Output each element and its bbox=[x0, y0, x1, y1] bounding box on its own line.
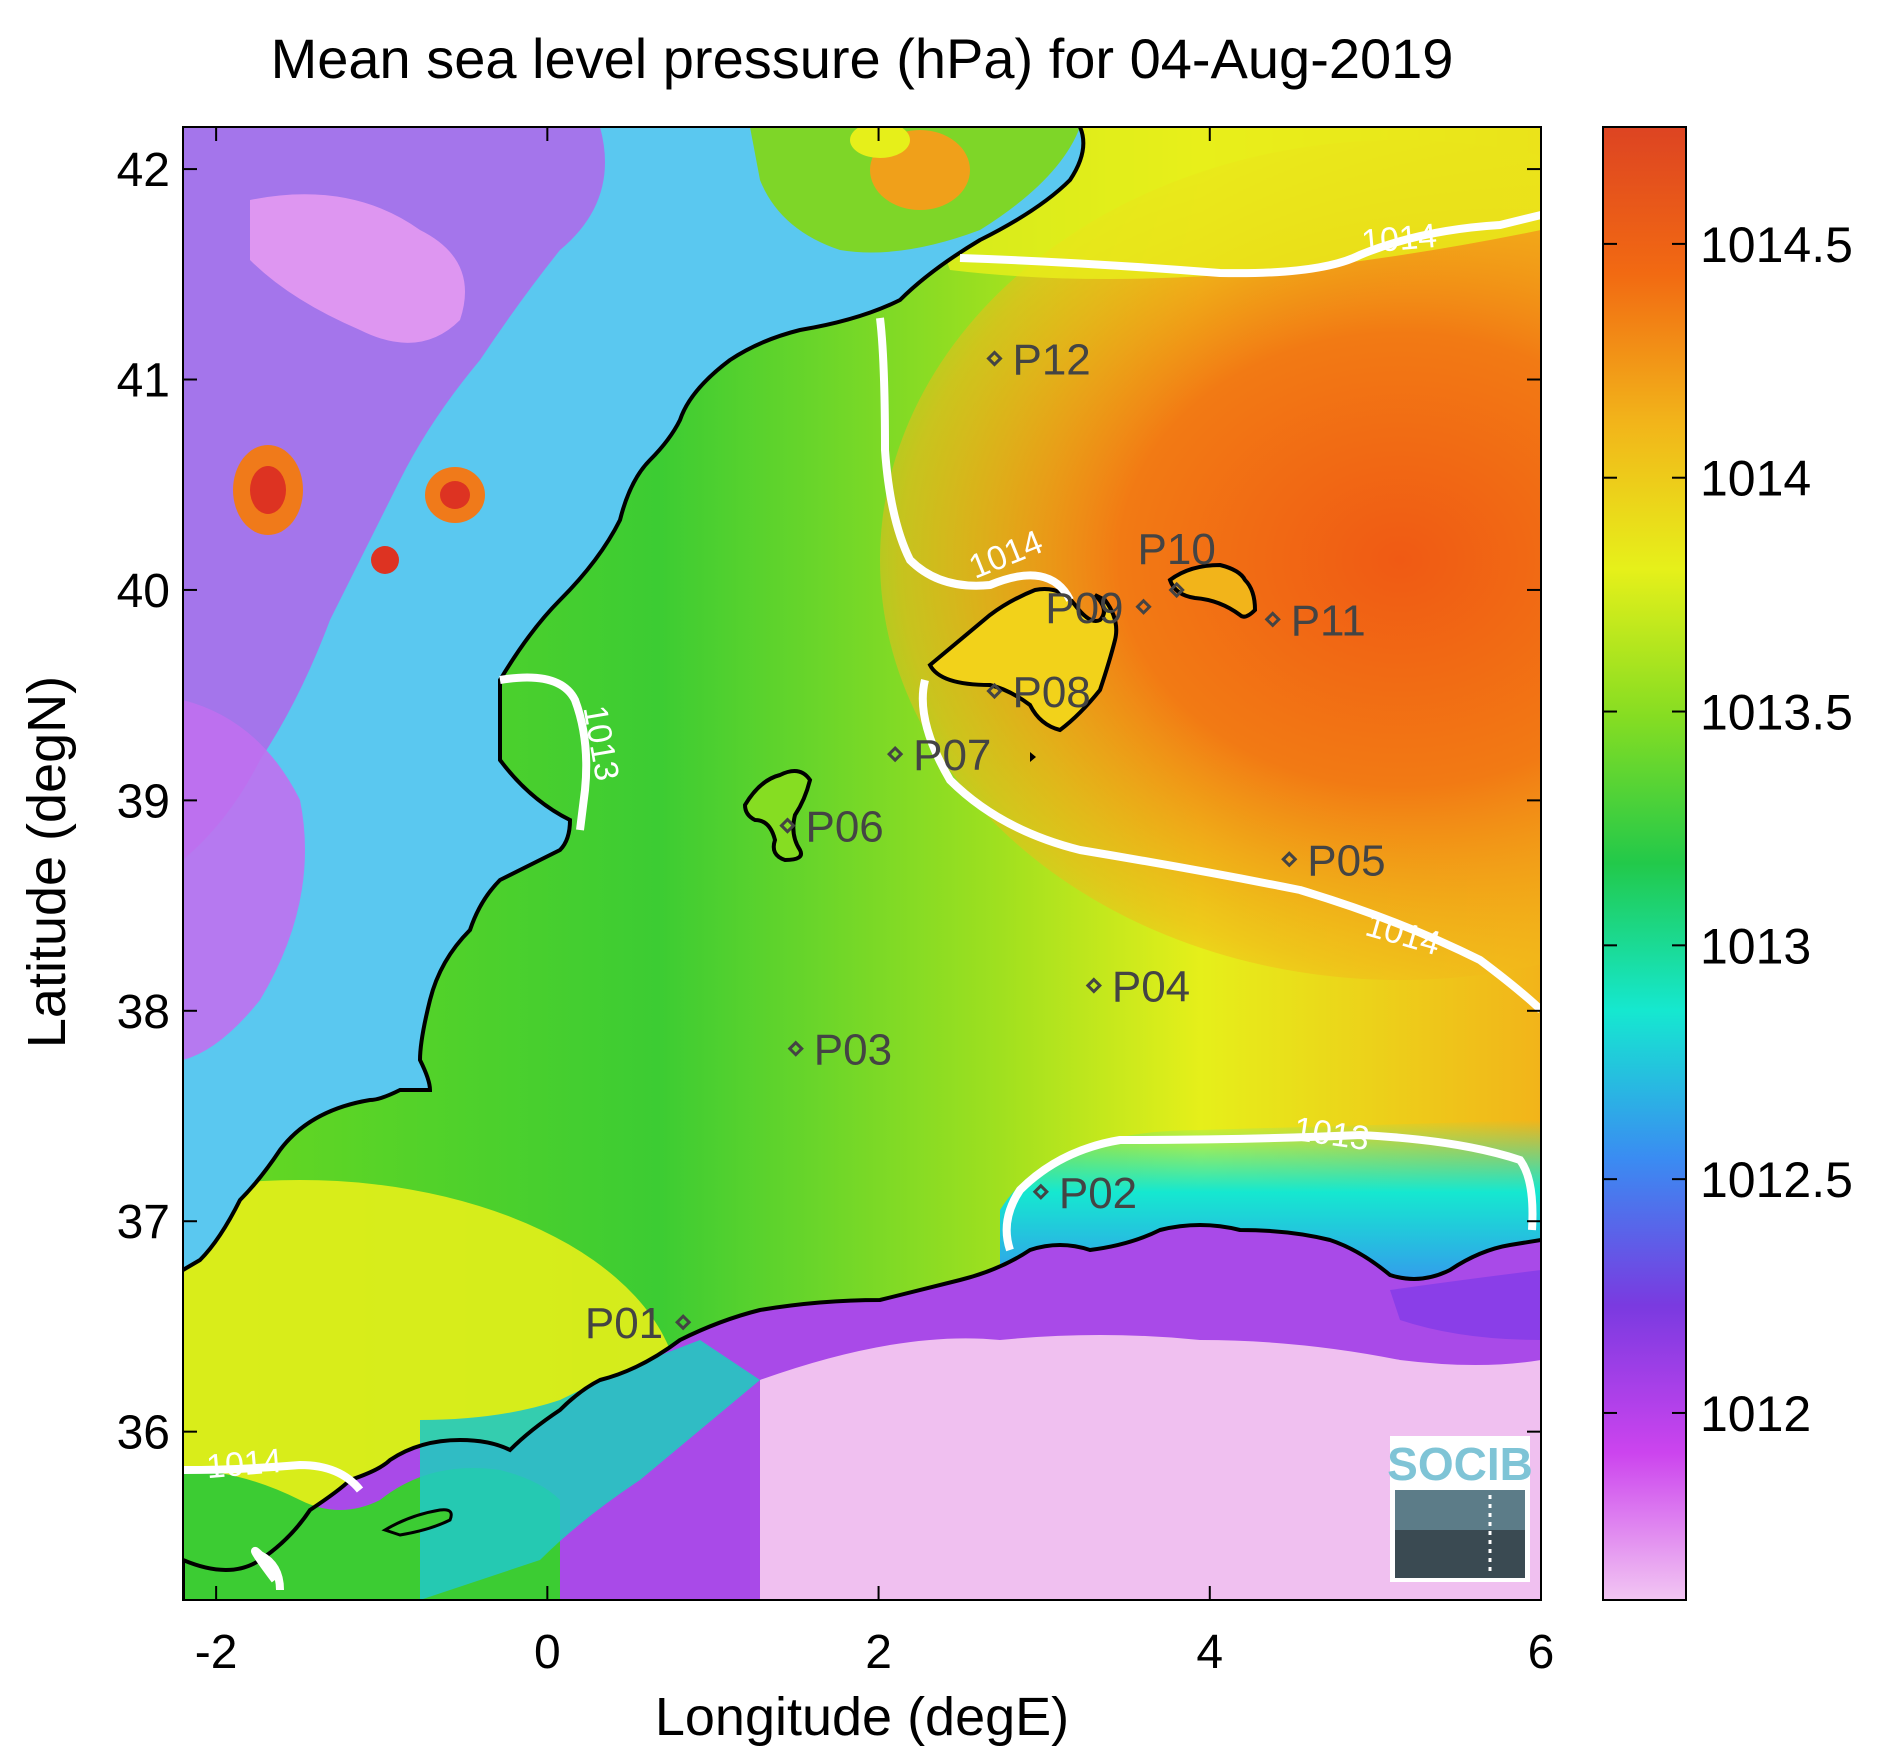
colorbar-frame bbox=[1602, 126, 1687, 1601]
isobar-west-1013 bbox=[499, 673, 591, 831]
africa-coastline bbox=[183, 1223, 1541, 1600]
menorca bbox=[1167, 562, 1258, 619]
chart-title: Mean sea level pressure (hPa) for 04-Aug… bbox=[271, 27, 1454, 90]
station-label: P10 bbox=[1138, 525, 1216, 574]
isobar-southwest-1014 bbox=[183, 1460, 364, 1493]
station-label: P09 bbox=[1045, 584, 1123, 633]
colorbar-ticks: 1012 1012.5 1013 1013.5 1014 1014.5 bbox=[1603, 217, 1853, 1442]
x-axis-label: Longitude (degE) bbox=[655, 1687, 1069, 1747]
station-marker bbox=[1168, 581, 1185, 599]
y-tick-label: 38 bbox=[117, 986, 170, 1039]
station-marker bbox=[1135, 598, 1152, 615]
north-africa-pink bbox=[760, 1335, 1541, 1600]
colorbar-tick-label: 1012 bbox=[1700, 1386, 1811, 1442]
colorbar-tick-label: 1012.5 bbox=[1700, 1152, 1853, 1208]
highland-hotspot-2-core bbox=[440, 481, 470, 509]
y-tick-label: 36 bbox=[117, 1407, 170, 1460]
logo-water-dark bbox=[1395, 1530, 1525, 1578]
x-tick-label: 4 bbox=[1196, 1626, 1223, 1679]
contour-label: 1014 bbox=[1360, 217, 1439, 261]
station-label: P05 bbox=[1307, 836, 1385, 885]
iberia-highlands-purple bbox=[183, 127, 605, 860]
x-tick-label: 6 bbox=[1528, 1626, 1555, 1679]
iberia-southeast-purple bbox=[183, 700, 305, 1060]
colorbar-tick-label: 1013.5 bbox=[1700, 685, 1853, 741]
y-axis-label: Latitude (degN) bbox=[17, 676, 77, 1048]
iberia-highlands-pink bbox=[250, 194, 465, 343]
station-marker bbox=[986, 682, 1003, 700]
north-africa-cyan bbox=[420, 1340, 760, 1600]
y-tick-label: 42 bbox=[117, 144, 170, 197]
y-tick-label: 39 bbox=[117, 775, 170, 828]
x-axis-ticks: -2 0 2 4 6 bbox=[195, 127, 1555, 1679]
x-tick-label: 2 bbox=[865, 1626, 892, 1679]
cabrera-islet bbox=[1030, 752, 1036, 762]
lake-outline bbox=[381, 1508, 453, 1537]
plot-frame bbox=[182, 126, 1542, 1601]
y-tick-label: 37 bbox=[117, 1196, 170, 1249]
contour-label: 1014 bbox=[205, 1442, 284, 1486]
station-marker bbox=[779, 817, 796, 834]
station-marker bbox=[1281, 851, 1298, 868]
highland-hotspot-1-core bbox=[250, 466, 286, 514]
colorbar bbox=[1603, 127, 1686, 1600]
station-marker bbox=[1264, 611, 1281, 628]
y-tick-label: 41 bbox=[117, 355, 170, 408]
station-label: P03 bbox=[814, 1026, 892, 1075]
station-marker bbox=[1032, 1183, 1049, 1200]
colorbar-tick-label: 1014 bbox=[1700, 451, 1811, 507]
station-marker bbox=[1085, 977, 1102, 994]
logo-text: SOCIB bbox=[1387, 1438, 1533, 1490]
x-tick-label: -2 bbox=[195, 1626, 238, 1679]
isobars bbox=[183, 211, 1541, 1591]
y-tick-label: 40 bbox=[117, 565, 170, 618]
isobar-mid-1014-lower bbox=[918, 679, 1541, 1013]
station-label: P01 bbox=[585, 1299, 663, 1348]
pyrenees-yellow bbox=[850, 127, 910, 158]
x-tick-label: 0 bbox=[534, 1626, 561, 1679]
isobar-mid-1014-upper bbox=[876, 317, 1074, 602]
colorbar-tick-label: 1014.5 bbox=[1700, 217, 1853, 273]
isobar-south-1013 bbox=[1002, 1130, 1537, 1252]
highland-hotspot-3 bbox=[371, 546, 399, 574]
colorbar-tick-label: 1013 bbox=[1700, 918, 1811, 974]
station-marker bbox=[675, 1314, 692, 1331]
station-marker bbox=[986, 350, 1003, 367]
ibiza-formentera bbox=[742, 769, 813, 863]
station-label: P06 bbox=[805, 803, 883, 852]
mallorca bbox=[927, 587, 1119, 733]
station-marker bbox=[887, 745, 904, 763]
station-label: P11 bbox=[1291, 596, 1366, 645]
stations: P01 P02 P03 P04 P05 P06 P07 P08 P09 P10 P11 P12 bbox=[585, 335, 1386, 1348]
station-label: P02 bbox=[1059, 1169, 1137, 1218]
station-marker bbox=[787, 1040, 804, 1057]
station-label: P12 bbox=[1012, 335, 1090, 384]
station-label: P08 bbox=[1012, 668, 1090, 717]
station-label: P04 bbox=[1112, 963, 1190, 1012]
isobar-corner bbox=[251, 1546, 284, 1591]
isobar-north-1014 bbox=[959, 211, 1541, 278]
y-axis-ticks: 36 37 38 39 40 41 42 bbox=[117, 144, 1541, 1460]
socib-logo: SOCIB bbox=[1387, 1436, 1533, 1582]
station-label: P07 bbox=[913, 731, 991, 780]
iberia-coastline bbox=[183, 127, 1086, 1272]
high-pressure-zone bbox=[880, 140, 1541, 980]
north-africa-east-purple bbox=[1390, 1270, 1541, 1340]
